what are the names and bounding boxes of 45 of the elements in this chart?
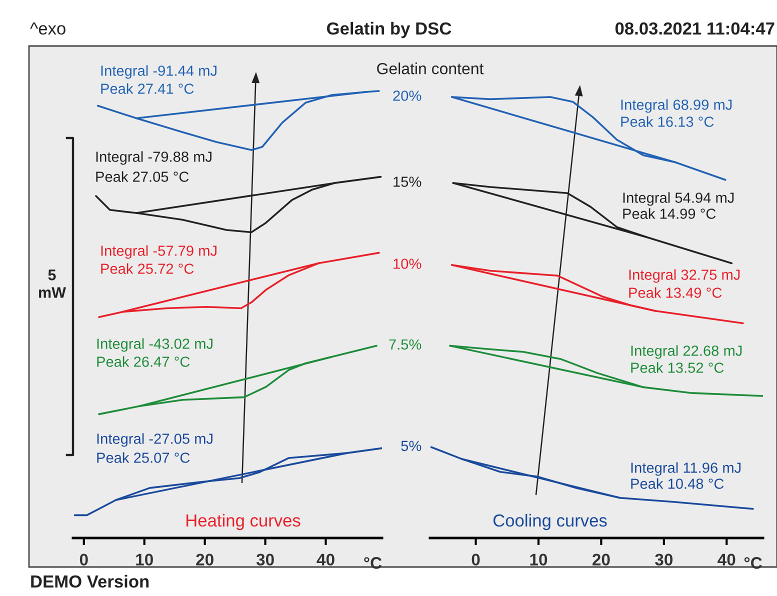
x-tick-label: 20: [592, 554, 610, 566]
annotation: Peak 13.52 °C: [631, 362, 724, 373]
annotation: Heating curves: [186, 514, 300, 530]
annotation: Peak 27.41 °C: [101, 83, 194, 94]
x-tick-label: 0: [80, 554, 88, 566]
chart-title: Gelatin by DSC: [327, 22, 452, 38]
annotation: Cooling curves: [493, 514, 607, 530]
text: 08.03.2021 11:04:47: [615, 22, 774, 35]
text: 5 mW: [39, 270, 66, 298]
series-label: 7.5%: [389, 339, 422, 350]
text: 10%: [394, 258, 422, 269]
text: ^exo: [30, 22, 66, 35]
text: Integral -91.44 mJ: [101, 65, 216, 79]
annotation: Integral -79.88 mJ: [96, 151, 212, 165]
text: 15%: [394, 176, 422, 187]
text: DEMO Version: [31, 574, 149, 588]
annotation: Integral 11.96 mJ: [631, 462, 741, 476]
x-tick-label: 30: [256, 554, 274, 566]
annotation: Peak 26.47 °C: [97, 356, 190, 367]
annotation: Integral -43.02 mJ: [97, 338, 212, 352]
x-tick-label: 30: [655, 554, 672, 566]
annotation: Peak 25.07 °C: [97, 452, 190, 463]
text: 20%: [393, 90, 422, 101]
annotation: Integral -27.05 mJ: [97, 433, 212, 447]
annotation: Peak 27.05 °C: [96, 171, 189, 182]
annotation: Integral 68.99 mJ: [621, 99, 732, 113]
x-tick-label: 20: [196, 554, 214, 566]
annotation: Integral 54.94 mJ: [623, 192, 734, 206]
x-axis-title: °C: [364, 557, 382, 569]
x-tick-label: 10: [530, 554, 548, 566]
x-axis-title: °C: [744, 557, 762, 569]
series-label: 5%: [401, 440, 422, 452]
x-tick-label: 40: [316, 554, 334, 566]
annotation: Integral 32.75 mJ: [629, 269, 740, 283]
x-tick-label: 10: [136, 554, 153, 566]
x-tick-label: 0: [472, 554, 480, 566]
annotation: Peak 14.99 °C: [623, 208, 716, 219]
annotation: Peak 10.48 °C: [631, 478, 724, 489]
annotation: Peak 13.49 °C: [629, 287, 722, 298]
annotation: Peak 25.72 °C: [101, 263, 194, 274]
x-tick-label: 40: [718, 554, 736, 566]
text: Gelatin content: [377, 62, 484, 74]
annotation: Integral 22.68 mJ: [631, 345, 742, 359]
annotation: Integral -57.79 mJ: [101, 245, 216, 259]
annotation: Peak 16.13 °C: [621, 116, 714, 127]
